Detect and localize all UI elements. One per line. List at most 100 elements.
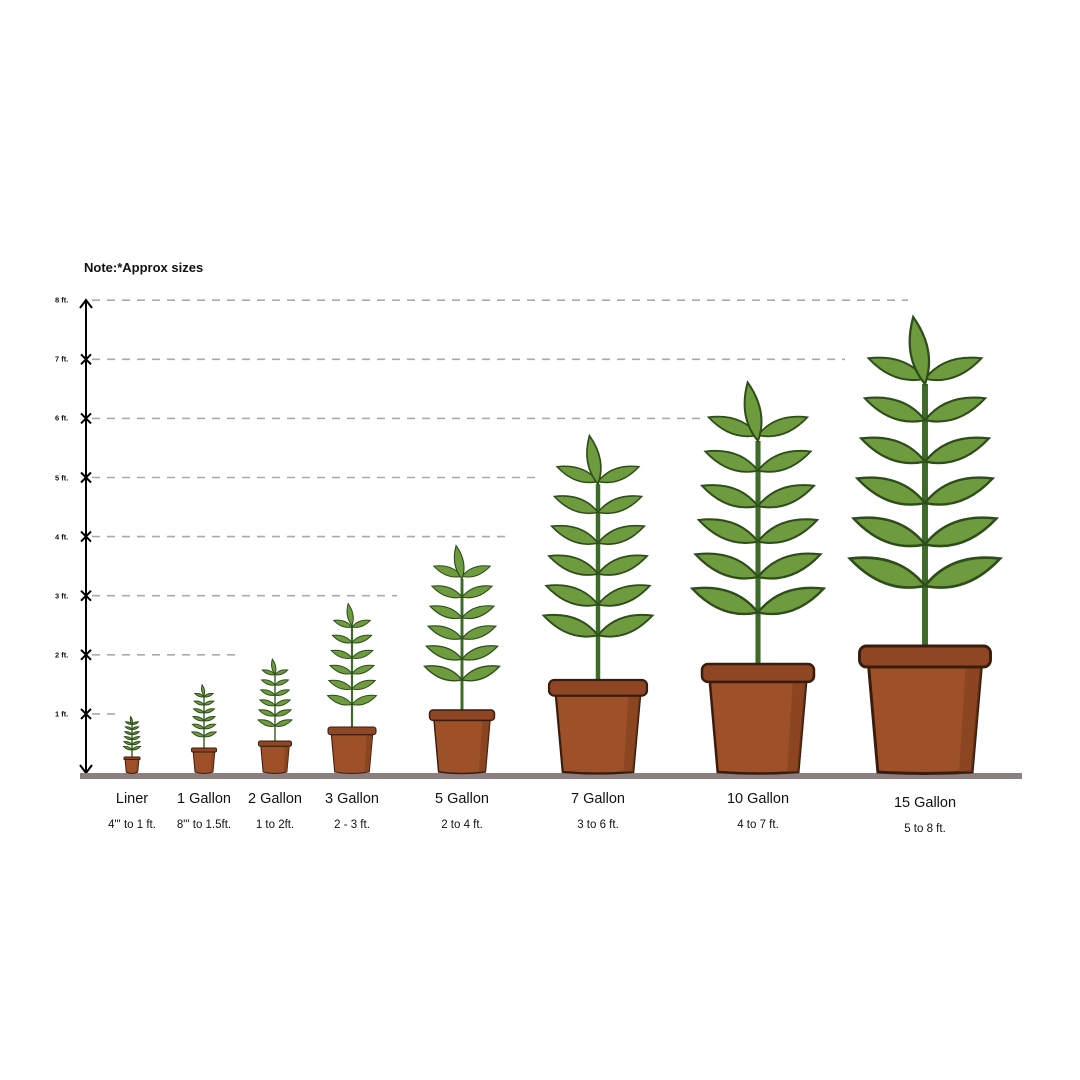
pot-shadow xyxy=(364,734,373,772)
leaf xyxy=(850,516,928,548)
pot-body xyxy=(433,719,491,775)
pot-body xyxy=(330,734,374,775)
tick-label: 3 ft. xyxy=(55,591,69,601)
leaf xyxy=(332,619,353,628)
leaf xyxy=(131,721,140,725)
tick-label: 1 ft. xyxy=(55,709,69,719)
plant-liner xyxy=(122,715,142,774)
leaf xyxy=(123,731,133,736)
tick-label: 8 ft. xyxy=(55,295,69,305)
leaf xyxy=(191,723,205,730)
tick-label: 4 ft. xyxy=(55,532,69,542)
leaf xyxy=(331,634,353,644)
plant-2-gallon xyxy=(257,657,293,774)
pot-shadow xyxy=(283,746,290,772)
plant-10-gallon xyxy=(689,380,827,775)
leaf xyxy=(351,664,376,675)
pot-name: Liner xyxy=(115,791,149,807)
tick-label: 2 ft. xyxy=(55,650,69,660)
leaf xyxy=(122,741,133,746)
leaf xyxy=(743,380,763,443)
leaf xyxy=(552,495,600,515)
pot-name: 10 Gallon xyxy=(726,791,790,807)
leaf xyxy=(124,721,133,725)
arrow-up-icon xyxy=(79,298,93,309)
leaf xyxy=(131,736,141,741)
leaf xyxy=(129,715,133,726)
leaf xyxy=(193,700,205,706)
pot-body xyxy=(867,665,983,775)
leaf xyxy=(274,719,293,727)
leaf xyxy=(257,709,276,717)
leaf xyxy=(706,415,760,438)
pot-shadow xyxy=(623,695,641,772)
plant-5-gallon xyxy=(423,544,501,775)
leaf xyxy=(693,552,760,580)
leaf xyxy=(923,356,984,382)
leaf xyxy=(274,689,291,696)
leaf xyxy=(461,565,492,578)
pot-shadow xyxy=(478,720,490,772)
leaf xyxy=(700,484,760,509)
pot-range: 5 to 8 ft. xyxy=(904,823,946,835)
leaf xyxy=(328,664,353,675)
leaf xyxy=(703,449,760,473)
leaf xyxy=(544,584,600,607)
pot-range: 3 to 6 ft. xyxy=(577,819,619,831)
pot-range: 2 to 4 ft. xyxy=(441,819,483,831)
leaf xyxy=(596,554,649,576)
pot-name: 5 Gallon xyxy=(434,791,490,807)
leaf xyxy=(426,625,464,640)
leaf xyxy=(203,700,215,706)
leaf xyxy=(203,708,216,714)
leaf xyxy=(123,736,133,741)
leaf xyxy=(866,356,927,382)
leaf xyxy=(259,689,276,696)
pot-shadow xyxy=(787,681,807,772)
pot-range: 1 to 2ft. xyxy=(255,819,295,831)
pot-name: 1 Gallon xyxy=(176,791,232,807)
pot-body xyxy=(260,745,290,774)
pot-range: 4 to 7 ft. xyxy=(737,819,779,831)
leaf xyxy=(460,625,498,640)
leaf xyxy=(330,649,353,659)
leaf xyxy=(453,544,465,581)
plant-7-gallon xyxy=(541,433,655,775)
leaf xyxy=(586,433,602,486)
tick-label: 5 ft. xyxy=(55,473,69,482)
leaf xyxy=(756,518,820,544)
pot-name: 15 Gallon xyxy=(893,795,957,811)
leaf xyxy=(326,694,353,706)
leaf xyxy=(596,613,655,638)
leaf xyxy=(430,585,463,599)
leaf xyxy=(351,619,372,628)
leaf xyxy=(756,415,810,438)
leaf xyxy=(257,719,276,727)
pot-rim xyxy=(327,726,377,736)
plant-3-gallon xyxy=(326,602,378,775)
leaf xyxy=(461,585,494,599)
pot-body xyxy=(708,680,808,775)
tick-label: 7 ft. xyxy=(55,354,69,364)
leaf xyxy=(854,476,928,506)
pot-name: 2 Gallon xyxy=(247,791,303,807)
pot-range: 2 - 3 ft. xyxy=(334,819,370,831)
leaf xyxy=(858,436,928,465)
plant-15-gallon xyxy=(847,314,1003,775)
leaf xyxy=(274,669,289,676)
leaf xyxy=(260,679,276,686)
leaf xyxy=(596,524,647,545)
leaf xyxy=(541,613,600,638)
leaf xyxy=(908,314,931,387)
leaf xyxy=(191,715,205,722)
leaf xyxy=(923,396,988,423)
leaf xyxy=(922,516,1000,548)
leaf xyxy=(428,605,464,620)
pot-name: 7 Gallon xyxy=(570,791,626,807)
leaf xyxy=(346,602,354,627)
leaf xyxy=(203,715,217,722)
tick-label: 6 ft. xyxy=(55,413,69,423)
pot-shadow xyxy=(959,666,982,772)
leaf xyxy=(460,665,501,682)
